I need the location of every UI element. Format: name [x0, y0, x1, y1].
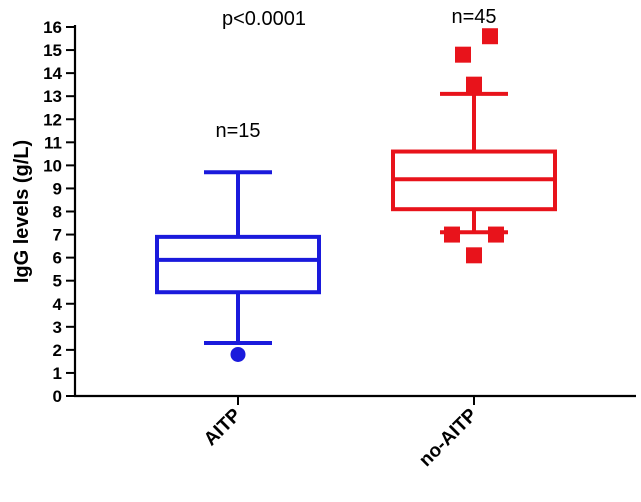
n-label: n=15: [215, 120, 260, 142]
box-group-aitp: n=15: [155, 120, 321, 362]
y-tick-label: 2: [53, 341, 62, 360]
y-tick-label: 11: [44, 133, 62, 152]
y-tick-label: 1: [53, 364, 62, 383]
y-tick-label: 4: [53, 295, 63, 314]
x-tick-label: AITP: [200, 404, 246, 450]
outlier-point: [455, 46, 471, 63]
y-tick-label: 13: [43, 87, 62, 106]
y-tick-label: 8: [53, 203, 62, 222]
y-tick-label: 14: [43, 64, 62, 83]
p-value-annotation: p<0.0001: [222, 8, 306, 30]
box-group-no-aitp: n=45: [391, 6, 557, 264]
outlier-point: [482, 28, 498, 45]
n-label: n=45: [451, 6, 496, 28]
y-tick-label: 5: [53, 272, 62, 291]
outlier-point: [466, 247, 482, 264]
y-tick-label: 6: [53, 249, 62, 268]
x-axis: AITP no-AITP: [74, 394, 636, 471]
outlier-point: [230, 346, 246, 362]
y-axis-title: IgG levels (g/L): [11, 140, 33, 283]
y-tick-label: 10: [43, 156, 62, 175]
y-tick-label: 9: [53, 179, 62, 198]
outlier-point: [488, 226, 504, 243]
y-tick-label: 3: [53, 318, 62, 337]
box-iqr: [155, 234, 321, 295]
outlier-point: [466, 76, 482, 93]
x-tick-label: no-AITP: [415, 404, 482, 471]
y-tick-label: 0: [53, 387, 62, 406]
boxes: n=15 n=45: [155, 6, 557, 362]
y-tick-label: 16: [43, 18, 62, 37]
y-tick-label: 7: [53, 226, 62, 245]
y-tick-label: 12: [43, 110, 62, 129]
outlier-point: [444, 226, 460, 243]
y-tick-label: 15: [43, 41, 62, 60]
